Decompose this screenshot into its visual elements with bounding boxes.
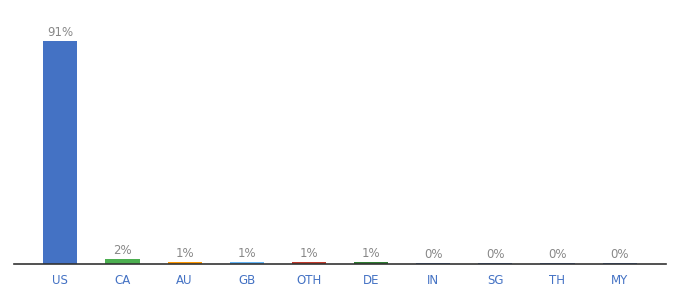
- Bar: [105, 259, 139, 264]
- Text: 0%: 0%: [424, 248, 443, 261]
- Text: 0%: 0%: [548, 248, 566, 261]
- Bar: [230, 262, 264, 264]
- Bar: [167, 262, 202, 264]
- Text: 1%: 1%: [300, 247, 318, 260]
- Bar: [44, 41, 78, 264]
- Bar: [478, 263, 513, 264]
- Text: 1%: 1%: [362, 247, 380, 260]
- Bar: [354, 262, 388, 264]
- Bar: [292, 262, 326, 264]
- Text: 1%: 1%: [237, 247, 256, 260]
- Text: 0%: 0%: [611, 248, 629, 261]
- Bar: [602, 263, 636, 264]
- Text: 1%: 1%: [175, 247, 194, 260]
- Bar: [541, 263, 575, 264]
- Text: 2%: 2%: [113, 244, 132, 257]
- Text: 91%: 91%: [48, 26, 73, 39]
- Bar: [416, 263, 450, 264]
- Text: 0%: 0%: [486, 248, 505, 261]
